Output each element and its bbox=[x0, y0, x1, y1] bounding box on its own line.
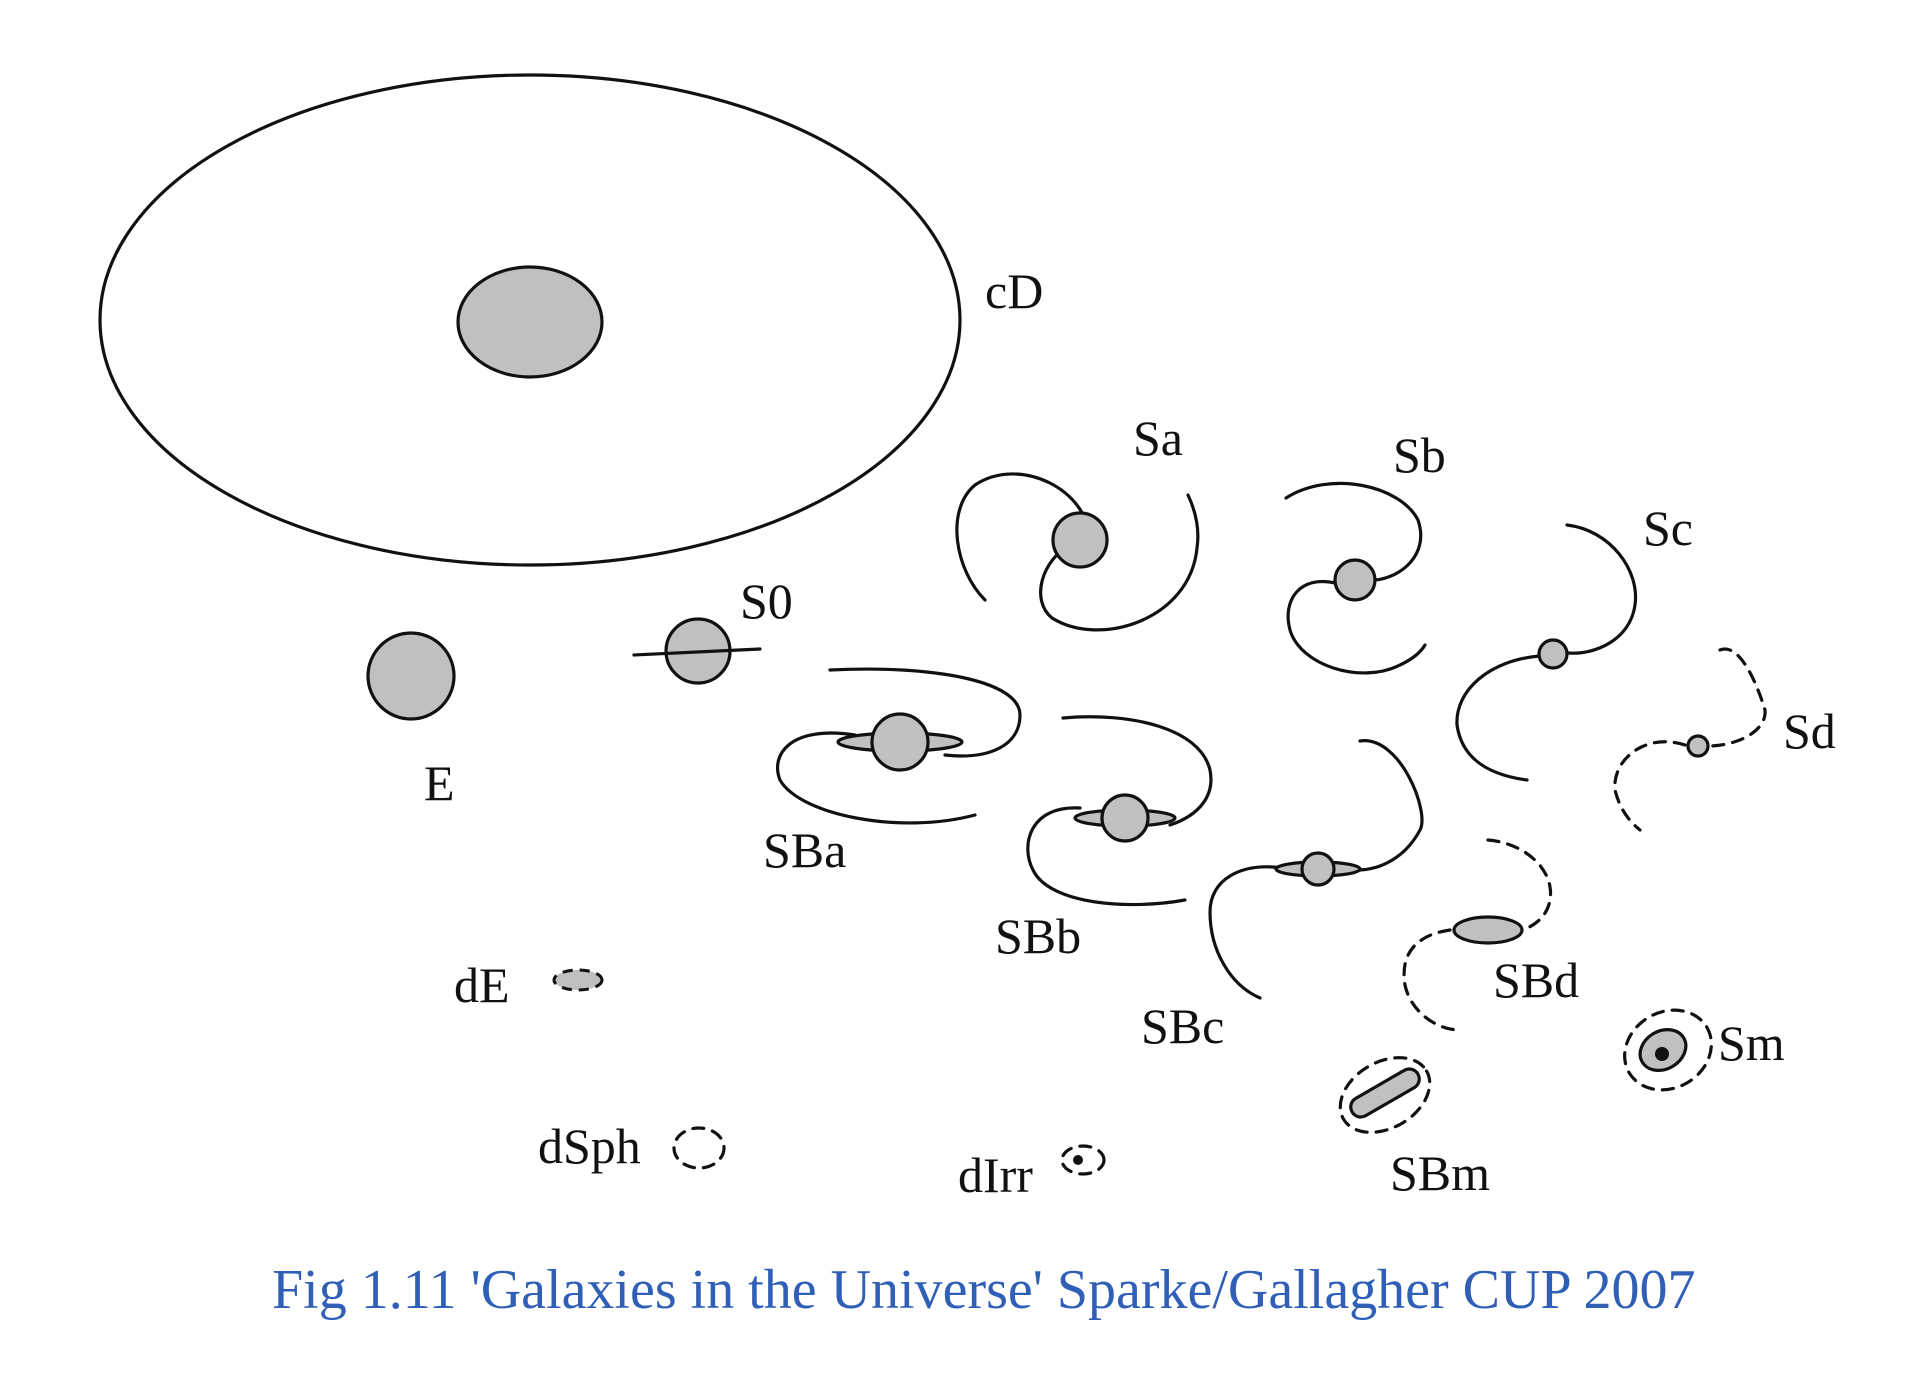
galaxy-S0 bbox=[632, 617, 762, 685]
Sc-arm-upper bbox=[1565, 523, 1638, 655]
galaxy-Sm bbox=[1623, 1008, 1713, 1092]
galaxy-Sc bbox=[1455, 523, 1638, 782]
label-dSph: dSph bbox=[538, 1118, 641, 1174]
SBb-bulge bbox=[1100, 793, 1150, 843]
galaxy-SBb bbox=[1026, 715, 1213, 907]
Sb-bulge bbox=[1333, 558, 1377, 602]
E-body bbox=[366, 631, 456, 721]
label-Sc: Sc bbox=[1643, 500, 1693, 556]
galaxy-dSph bbox=[672, 1126, 726, 1170]
label-SBa: SBa bbox=[763, 822, 846, 878]
label-S0: S0 bbox=[740, 573, 793, 629]
galaxy-dIrr bbox=[1060, 1144, 1106, 1176]
SBa-arm-left bbox=[775, 731, 977, 825]
label-SBc: SBc bbox=[1141, 998, 1224, 1054]
Sa-bulge bbox=[1051, 511, 1109, 569]
Sa-arm-upper bbox=[955, 472, 1092, 602]
label-SBm: SBm bbox=[1390, 1145, 1490, 1201]
Sd-arm-upper bbox=[1708, 647, 1767, 748]
label-cD: cD bbox=[985, 263, 1043, 319]
label-SBd: SBd bbox=[1493, 952, 1579, 1008]
galaxy-E bbox=[366, 631, 456, 721]
label-Sa: Sa bbox=[1133, 410, 1183, 466]
SBa-arm-right bbox=[828, 667, 1022, 758]
S0-disk bbox=[632, 647, 762, 657]
SBc-arm-lower bbox=[1208, 865, 1285, 1000]
SBb-arm-left bbox=[1026, 806, 1187, 907]
Sc-arm-lower bbox=[1455, 654, 1542, 782]
label-Sm: Sm bbox=[1718, 1015, 1785, 1071]
SBc-arm-upper bbox=[1355, 739, 1424, 872]
SBm-bar bbox=[1349, 1067, 1421, 1119]
SBc-bulge bbox=[1300, 851, 1336, 887]
label-Sb: Sb bbox=[1393, 427, 1446, 483]
SBd-arm-lower bbox=[1402, 928, 1462, 1032]
dIrr-body bbox=[1060, 1144, 1106, 1176]
label-dIrr: dIrr bbox=[958, 1147, 1033, 1203]
galaxy-SBd bbox=[1402, 838, 1553, 1032]
Sm-outer-halo bbox=[1623, 1008, 1713, 1092]
SBa-bulge bbox=[870, 712, 930, 772]
SBb-arm-right bbox=[1061, 715, 1213, 827]
SBd-arm-upper bbox=[1486, 838, 1553, 932]
galaxy-SBa bbox=[775, 667, 1022, 825]
dE-body bbox=[552, 968, 604, 992]
galaxy-Sa bbox=[955, 472, 1200, 632]
Sc-bulge bbox=[1537, 638, 1569, 670]
label-E: E bbox=[424, 755, 455, 811]
dSph-body bbox=[672, 1126, 726, 1170]
Sb-arm-lower bbox=[1286, 579, 1427, 675]
cD-core bbox=[456, 265, 604, 379]
galaxy-dE bbox=[552, 968, 604, 992]
Sd-arm-lower bbox=[1613, 740, 1687, 832]
galaxy-Sb bbox=[1284, 481, 1427, 675]
label-SBb: SBb bbox=[995, 908, 1081, 964]
SBd-bar bbox=[1452, 915, 1524, 945]
dIrr-nucleus bbox=[1073, 1155, 1083, 1165]
cD-envelope bbox=[98, 73, 962, 567]
SBm-outer-halo bbox=[1338, 1056, 1432, 1134]
Sb-arm-upper bbox=[1284, 481, 1423, 582]
Sa-arm-lower bbox=[1039, 493, 1200, 632]
figure-caption: Fig 1.11 'Galaxies in the Universe' Spar… bbox=[272, 1259, 1696, 1321]
galaxy-cD bbox=[98, 73, 962, 567]
Sd-bulge bbox=[1686, 734, 1710, 758]
galaxy-SBc bbox=[1208, 739, 1424, 1000]
galaxy-SBm bbox=[1338, 1056, 1432, 1134]
label-Sd: Sd bbox=[1783, 703, 1836, 759]
label-dE: dE bbox=[454, 957, 510, 1013]
Sm-nucleus bbox=[1655, 1047, 1669, 1061]
galaxy-Sd bbox=[1613, 647, 1767, 832]
